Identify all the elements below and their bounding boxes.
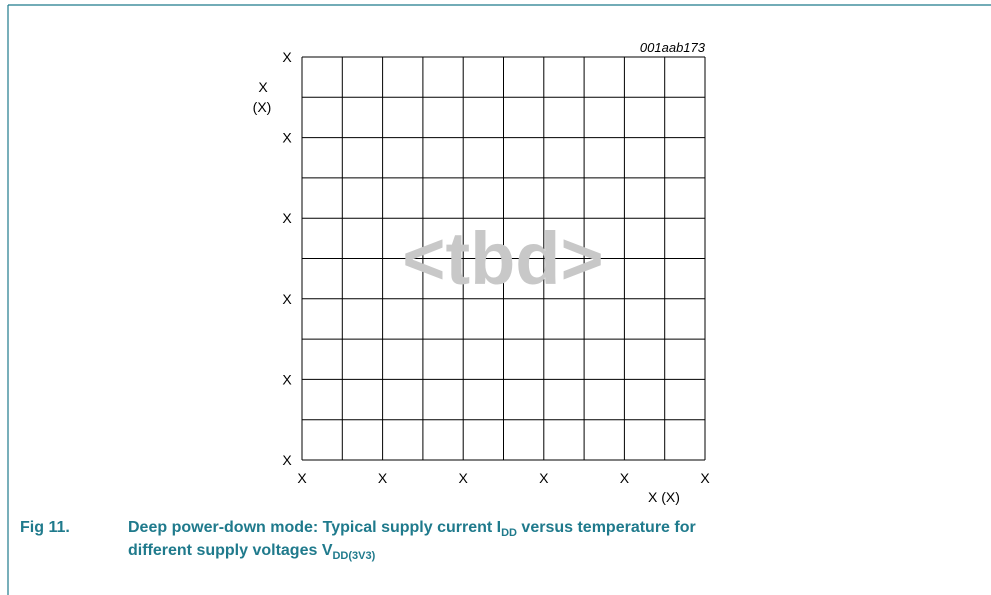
x-tick-label: X xyxy=(620,470,630,486)
caption-text: Deep power-down mode: Typical supply cur… xyxy=(128,519,502,536)
x-tick-label: X xyxy=(297,470,307,486)
caption-line: Deep power-down mode: Typical supply cur… xyxy=(128,519,696,539)
caption-number: Fig 11. xyxy=(20,519,70,536)
y-axis-label: (X) xyxy=(253,99,272,115)
caption-text: different supply voltages V xyxy=(128,542,333,559)
x-tick-label: X xyxy=(700,470,710,486)
grid xyxy=(301,56,706,461)
y-tick-label: X xyxy=(282,291,292,307)
caption-line: different supply voltages VDD(3V3) xyxy=(128,542,375,562)
y-tick-label: X xyxy=(282,49,292,65)
y-tick-label: X xyxy=(282,210,292,226)
caption-text: versus temperature for xyxy=(516,519,696,536)
caption-subscript: DD xyxy=(501,527,517,539)
y-tick-label: X xyxy=(282,371,292,387)
x-tick-label: X xyxy=(539,470,549,486)
y-tick-label: X xyxy=(282,130,292,146)
x-axis-label: X (X) xyxy=(648,489,680,505)
y-axis-label: X xyxy=(258,79,268,95)
caption-subscript: DD(3V3) xyxy=(332,550,376,562)
y-tick-label: X xyxy=(282,452,292,468)
figure-id: 001aab173 xyxy=(640,40,706,55)
x-tick-label: X xyxy=(459,470,469,486)
x-tick-label: X xyxy=(378,470,388,486)
placeholder: <tbd> xyxy=(402,217,603,300)
